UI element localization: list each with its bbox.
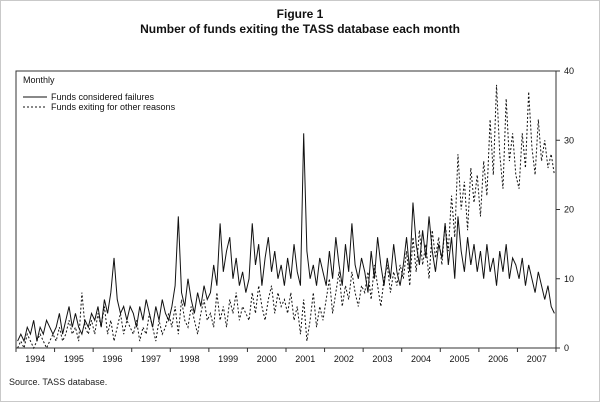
- x-axis-label: 2005: [450, 354, 470, 364]
- y-axis-label: 0: [564, 343, 569, 353]
- x-axis-label: 2003: [372, 354, 392, 364]
- chart-dynamic-layer: 1994 1995 1996 1997 1998 1999 2000 2001 2002 2003…: [15, 66, 574, 364]
- plot-frame: [15, 70, 557, 349]
- x-axis-label: 2002: [334, 354, 354, 364]
- x-axis-label: 1997: [141, 354, 161, 364]
- legend-label-other-reasons: Funds exiting for other reasons: [51, 102, 176, 112]
- y-axis-label: 30: [564, 135, 574, 145]
- source-note: Source. TASS database.: [9, 377, 108, 387]
- legend-label-failures: Funds considered failures: [51, 92, 155, 102]
- frequency-label: Monthly: [23, 75, 55, 85]
- x-axis-label: 1995: [64, 354, 84, 364]
- line-chart: 1994 1995 1996 1997 1998 1999 2000 2001 2002 2003…: [15, 66, 574, 364]
- chart-area: 1994 1995 1996 1997 1998 1999 2000 2001 2002 2003…: [11, 63, 591, 368]
- x-axis-label: 1998: [180, 354, 200, 364]
- y-axis-label: 40: [564, 66, 574, 76]
- y-axis-label: 10: [564, 274, 574, 284]
- figure-title: Number of funds exiting the TASS databas…: [140, 22, 460, 36]
- figure-title-block: Figure 1 Number of funds exiting the TAS…: [1, 7, 599, 37]
- legend: Funds considered failures Funds exiting …: [23, 92, 176, 112]
- x-axis-label: 2006: [488, 354, 508, 364]
- figure-number: Figure 1: [276, 7, 324, 21]
- x-axis-label: 1994: [25, 354, 45, 364]
- x-axis-label: 2004: [411, 354, 431, 364]
- y-axis-label: 20: [564, 205, 574, 215]
- series-line-0: [17, 133, 555, 343]
- x-axis-label: 2001: [295, 354, 315, 364]
- x-axis-label: 1999: [218, 354, 238, 364]
- x-axis-label: 2000: [257, 354, 277, 364]
- x-axis-label: 1996: [102, 354, 122, 364]
- series-line-1: [17, 84, 555, 350]
- x-axis-label: 2007: [527, 354, 547, 364]
